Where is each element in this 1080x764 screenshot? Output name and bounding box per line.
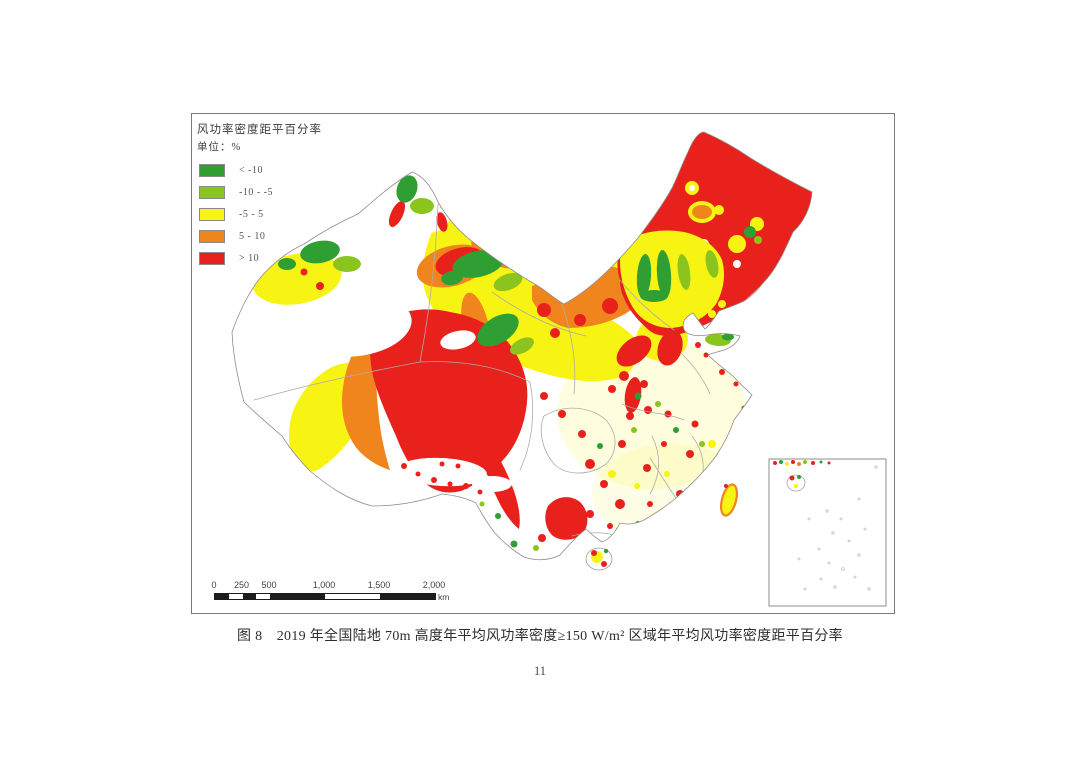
legend-item: -10 - -5 [197, 181, 322, 203]
tarim-basin-white [302, 295, 412, 357]
legend-item-label: > 10 [239, 252, 260, 264]
anomaly-regions [252, 132, 812, 551]
legend-item-label: 5 - 10 [239, 230, 266, 242]
scale-unit-label: km [438, 592, 450, 602]
scale-bar-ticks: 0 250 500 1,000 1,500 2,000 [211, 580, 445, 591]
legend-swatch-orange [199, 229, 225, 243]
page-number: 11 [533, 664, 547, 678]
scale-tick: 500 [261, 580, 277, 590]
scale-tick: 250 [233, 580, 250, 590]
inset-coast-fragments [773, 460, 831, 466]
region-yunnan-red [545, 497, 588, 540]
figure-caption: 图 8 2019 年全国陆地 70m 高度年平均风功率密度≥150 W/m² 区… [237, 629, 843, 644]
map-figure-frame: 风功率密度距平百分率 单位：% < -10 -10 - -5 -5 - 5 5 [191, 113, 895, 614]
scale-tick: 0 [211, 580, 217, 590]
hainan-island [585, 547, 613, 571]
legend-item: < -10 [197, 159, 322, 181]
scale-tick: 2,000 [422, 580, 446, 590]
taiwan-island [719, 483, 739, 517]
legend-title: 风功率密度距平百分率 [197, 124, 322, 136]
scale-bar: 0 250 500 1,000 1,500 2,000 km [211, 580, 454, 606]
speckles-south-tibet [401, 447, 483, 495]
inset-islands [797, 465, 878, 591]
legend-item-label: -10 - -5 [239, 186, 273, 198]
scale-tick: 1,500 [367, 580, 391, 590]
legend-swatch-red [199, 251, 225, 265]
legend-item: 5 - 10 [197, 225, 322, 247]
legend-item: -5 - 5 [197, 203, 322, 225]
inset-hainan [786, 474, 806, 492]
south-china-sea-inset [768, 458, 887, 607]
china-coast-outline [231, 131, 813, 561]
legend-unit-label: 单位：% [197, 142, 242, 153]
legend-swatch-yellow [199, 207, 225, 221]
scale-tick: 1,000 [312, 580, 336, 590]
legend-swatch-light-green [199, 185, 225, 199]
legend-item-label: < -10 [239, 164, 263, 176]
legend-item-label: -5 - 5 [239, 208, 264, 220]
province-boundaries [253, 203, 711, 541]
scale-bar-segments [214, 593, 436, 600]
china-wind-anomaly-map [231, 131, 887, 607]
legend-swatch-dark-green [199, 163, 225, 177]
map-legend: 风功率密度距平百分率 单位：% < -10 -10 - -5 -5 - 5 5 [197, 121, 322, 269]
legend-item: > 10 [197, 247, 322, 269]
